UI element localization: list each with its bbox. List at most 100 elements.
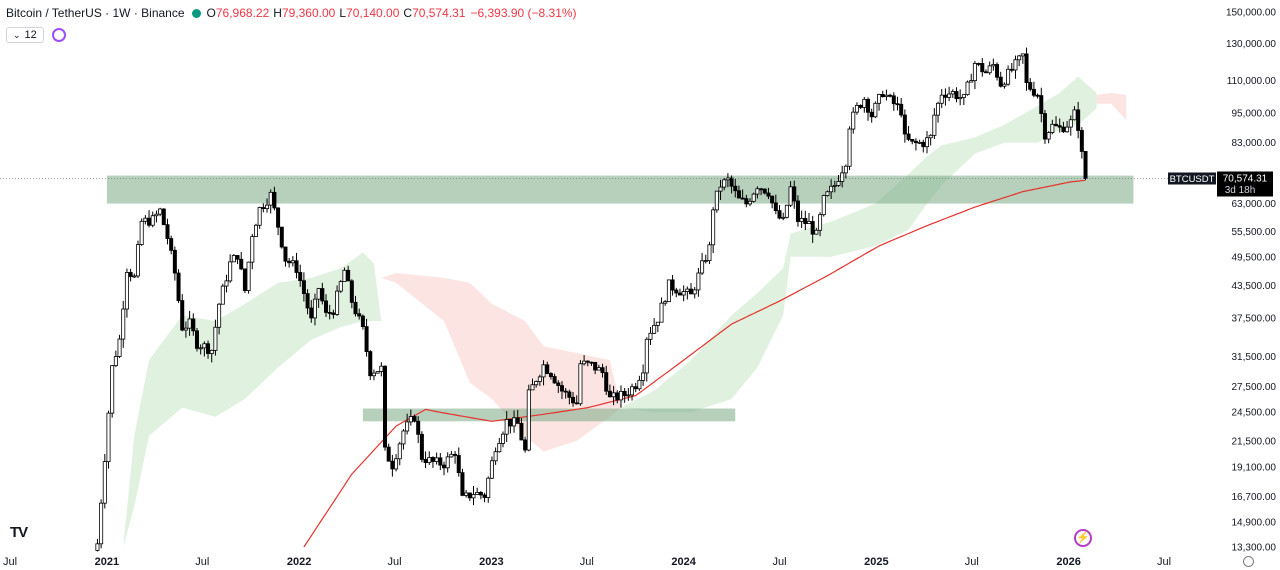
candle-down xyxy=(604,372,609,392)
tradingview-logo-icon[interactable]: TV xyxy=(10,524,28,541)
candle-up xyxy=(663,301,668,304)
candle-up xyxy=(427,457,432,463)
bar-countdown: 3d 18h xyxy=(1225,185,1256,196)
candle-up xyxy=(257,207,262,226)
ticker-label: BTCUSDT xyxy=(1170,174,1215,185)
candle-up xyxy=(117,338,122,357)
candle-up xyxy=(394,458,399,470)
indicators-toggle-button[interactable]: ⌄ 12 xyxy=(6,27,44,43)
refresh-icon[interactable] xyxy=(51,28,66,42)
lightning-icon[interactable]: ⚡ xyxy=(1074,529,1092,547)
settings-icon[interactable] xyxy=(1243,556,1254,567)
candle-down xyxy=(206,343,211,354)
candle-up xyxy=(1050,123,1055,133)
candle-up xyxy=(987,65,992,74)
candle-down xyxy=(1057,125,1062,128)
candle-down xyxy=(736,190,741,199)
candle-up xyxy=(534,381,539,386)
chevron-down-icon: ⌄ xyxy=(13,29,21,40)
candle-up xyxy=(397,443,402,460)
candle-down xyxy=(777,210,782,219)
candle-down xyxy=(364,326,369,352)
candle-up xyxy=(718,186,723,192)
candle-down xyxy=(895,103,900,106)
symbol-title[interactable]: Bitcoin / TetherUS · 1W · Binance xyxy=(6,6,185,20)
support-zone xyxy=(362,408,736,422)
market-status-icon[interactable] xyxy=(191,8,201,18)
candle-down xyxy=(128,272,133,277)
candle-down xyxy=(891,95,896,105)
price-tick-label: 150,000.00 xyxy=(1226,8,1276,19)
candle-up xyxy=(644,338,649,374)
candle-up xyxy=(884,94,889,98)
price-tick-label: 55,500.00 xyxy=(1232,227,1277,238)
candle-down xyxy=(261,207,266,209)
candle-down xyxy=(740,197,745,200)
candle-up xyxy=(851,111,856,130)
candle-up xyxy=(99,502,104,545)
candle-down xyxy=(976,63,981,65)
candle-down xyxy=(913,140,918,144)
candle-up xyxy=(714,190,719,211)
candle-up xyxy=(924,137,929,148)
candle-up xyxy=(818,214,823,231)
candle-down xyxy=(235,255,240,260)
price-tick-label: 83,000.00 xyxy=(1232,138,1277,149)
candle-down xyxy=(600,367,605,374)
low-label: L xyxy=(339,6,347,20)
candle-down xyxy=(795,200,800,222)
candle-up xyxy=(541,364,546,378)
candle-up xyxy=(268,191,273,206)
candle-down xyxy=(279,226,284,248)
candle-down xyxy=(242,268,247,291)
candle-down xyxy=(430,457,435,462)
candle-down xyxy=(921,141,926,148)
candle-down xyxy=(869,111,874,118)
candle-up xyxy=(434,457,439,462)
candle-up xyxy=(228,261,233,282)
candle-down xyxy=(571,396,576,404)
candle-down xyxy=(910,139,915,142)
candle-up xyxy=(722,179,727,188)
candle-down xyxy=(880,94,885,98)
candle-down xyxy=(357,313,362,317)
candle-up xyxy=(825,191,830,196)
candle-down xyxy=(416,420,421,435)
price-axis[interactable]: 150,000.00 130,000.00 110,000.00 95,000.00 8… xyxy=(1226,8,1276,554)
candle-up xyxy=(401,430,406,445)
candle-up xyxy=(637,379,642,390)
price-tick-label: 24,500.00 xyxy=(1232,408,1277,419)
candle-up xyxy=(1068,119,1073,128)
candle-up xyxy=(405,421,410,432)
candle-up xyxy=(202,343,207,349)
candle-down xyxy=(943,94,948,98)
price-tick-label: 31,500.00 xyxy=(1232,352,1277,363)
time-tick-label: 2024 xyxy=(671,556,696,568)
candle-down xyxy=(1035,94,1040,97)
candle-up xyxy=(150,215,155,226)
candle-up xyxy=(464,492,469,496)
candle-down xyxy=(147,217,152,226)
candle-down xyxy=(320,288,325,302)
time-tick-label: 2025 xyxy=(864,556,888,568)
candle-up xyxy=(121,308,126,340)
candle-down xyxy=(276,207,281,228)
candle-down xyxy=(810,221,815,235)
time-axis[interactable]: Jul 2021 Jul 2022 Jul 2023 Jul 2024 Jul 2025 Jul 20… xyxy=(3,556,1171,568)
candle-up xyxy=(158,208,163,215)
candle-up xyxy=(611,392,616,398)
candle-up xyxy=(471,494,476,499)
support-zones xyxy=(106,175,1134,422)
candle-up xyxy=(1072,109,1077,121)
candle-down xyxy=(574,402,579,405)
candle-up xyxy=(475,492,480,495)
candle-down xyxy=(1042,113,1047,140)
price-tick-label: 95,000.00 xyxy=(1232,108,1277,119)
high-label: H xyxy=(273,6,282,20)
time-tick-label: Jul xyxy=(965,556,979,568)
candle-down xyxy=(331,312,336,315)
price-tick-label: 21,500.00 xyxy=(1232,436,1277,447)
candle-down xyxy=(191,318,196,332)
candle-up xyxy=(154,213,159,217)
